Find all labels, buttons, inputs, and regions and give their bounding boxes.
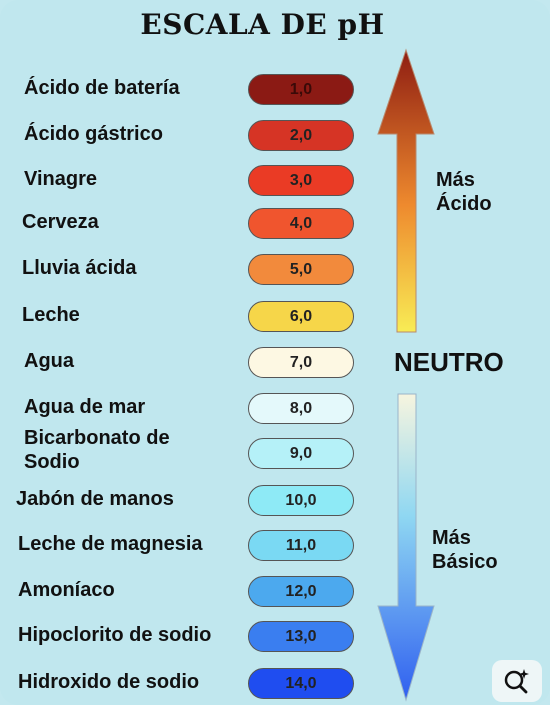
page-title: ESCALA DE pH <box>140 8 385 41</box>
row-label: Leche <box>22 304 80 326</box>
base-arrow <box>377 393 435 702</box>
ph-value-pill: 7,0 <box>248 347 354 378</box>
ph-value-pill: 12,0 <box>248 576 354 607</box>
row-label: Hipoclorito de sodio <box>18 624 212 646</box>
row-label: Amoníaco <box>18 579 115 601</box>
row-label: Bicarbonato de Sodio <box>24 427 170 473</box>
row-label: Vinagre <box>24 168 97 190</box>
row-label: Leche de magnesia <box>18 533 203 555</box>
row-label: Hidroxido de sodio <box>18 671 200 693</box>
ph-value-pill: 14,0 <box>248 668 354 699</box>
row-label: Jabón de manos <box>16 488 174 510</box>
acid-arrow <box>377 48 435 333</box>
row-label: Cerveza <box>22 211 99 233</box>
ph-value-pill: 6,0 <box>248 301 354 332</box>
row-label: Ácido de batería <box>24 77 180 99</box>
ph-value-pill: 5,0 <box>248 254 354 285</box>
basic-label: Más Básico <box>432 527 498 573</box>
ph-value-pill: 11,0 <box>248 530 354 561</box>
ph-value-pill: 9,0 <box>248 438 354 469</box>
zoom-search-icon <box>504 669 529 694</box>
ph-value-pill: 2,0 <box>248 120 354 151</box>
acid-label: Más Ácido <box>436 169 492 215</box>
row-label: Agua de mar <box>24 396 146 418</box>
ph-value-pill: 4,0 <box>248 208 354 239</box>
neutral-label: NEUTRO <box>394 347 504 377</box>
zoom-button[interactable] <box>492 660 542 702</box>
ph-value-pill: 3,0 <box>248 165 354 196</box>
row-label: Ácido gástrico <box>24 123 163 145</box>
ph-value-pill: 13,0 <box>248 621 354 652</box>
row-label: Agua <box>24 350 74 372</box>
ph-value-pill: 8,0 <box>248 393 354 424</box>
ph-value-pill: 10,0 <box>248 485 354 516</box>
ph-value-pill: 1,0 <box>248 74 354 105</box>
row-label: Lluvia ácida <box>22 257 137 279</box>
